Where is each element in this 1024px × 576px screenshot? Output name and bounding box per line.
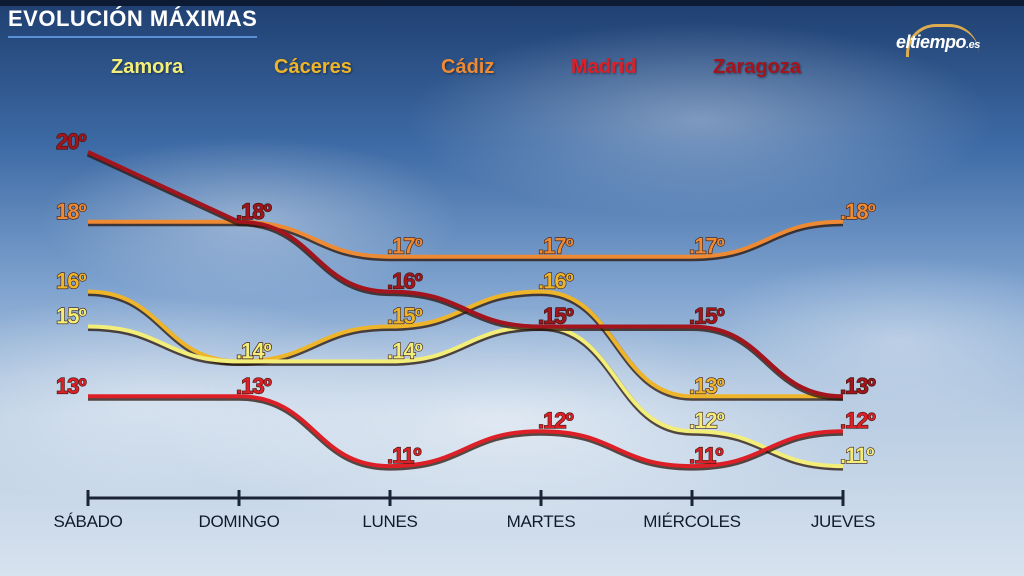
value-label: .13º <box>236 373 272 398</box>
value-label: .11º <box>387 443 421 468</box>
value-label: .18º <box>236 199 272 224</box>
value-label: .12º <box>538 408 574 433</box>
value-label: .17º <box>538 234 574 259</box>
top-bar <box>0 0 1024 6</box>
value-label: .14º <box>236 338 272 363</box>
value-label: .16º <box>538 269 574 294</box>
value-label: 15º <box>56 304 86 329</box>
value-label: .11º <box>689 443 723 468</box>
legend-zaragoza: Zaragoza <box>713 56 801 78</box>
value-label: .14º <box>236 338 272 363</box>
value-label: .11º <box>840 443 874 468</box>
value-label: 18º <box>56 199 86 224</box>
value-label: .12º <box>689 408 725 433</box>
value-label: .18º <box>840 199 876 224</box>
series-line-zaragoza <box>87 150 844 399</box>
value-label: .13º <box>689 373 725 398</box>
legend-caceres: Cáceres <box>274 56 352 78</box>
value-label: .13º <box>840 373 876 398</box>
x-axis-label: SÁBADO <box>53 512 123 531</box>
value-label: .14º <box>387 338 423 363</box>
value-label: .15º <box>538 304 574 329</box>
value-label: .18º <box>236 199 272 224</box>
value-label: .16º <box>387 269 423 294</box>
value-label: .15º <box>387 304 423 329</box>
value-label: .12º <box>840 408 876 433</box>
value-label: 16º <box>56 269 86 294</box>
logo-suffix: .es <box>966 39 980 51</box>
value-label: .15º <box>538 304 574 329</box>
x-axis-label: DOMINGO <box>198 512 280 531</box>
value-label: .13º <box>840 373 876 398</box>
value-label: .15º <box>689 304 725 329</box>
series-line-shadow <box>88 394 844 471</box>
page-title: EVOLUCIÓN MÁXIMAS <box>8 6 258 38</box>
series-line-madrid <box>88 394 844 469</box>
x-axis <box>86 490 845 506</box>
value-label: 13º <box>56 373 86 398</box>
value-label: 20º <box>56 129 86 154</box>
x-axis-label: MARTES <box>506 512 576 531</box>
series-line-cádiz <box>88 219 844 259</box>
eltiempo-logo[interactable]: eltiempo.es <box>894 24 1014 60</box>
x-axis-label: MIÉRCOLES <box>643 512 741 531</box>
chart-lines <box>86 150 844 471</box>
series-line-zamora <box>87 324 844 469</box>
legend-zamora: Zamora <box>111 56 184 78</box>
x-axis-label: JUEVES <box>810 512 876 531</box>
legend-cadiz: Cádiz <box>441 56 495 78</box>
logo-text: eltiempo <box>896 32 967 52</box>
value-label: .17º <box>689 234 725 259</box>
chart-value-labels: 18º .18º .17º .17º .17º .18º 16º .14º .15º .16º .1… <box>55 128 877 468</box>
legend-madrid: Madrid <box>571 56 637 78</box>
x-axis-label: LUNES <box>362 512 418 531</box>
value-label: .17º <box>387 234 423 259</box>
